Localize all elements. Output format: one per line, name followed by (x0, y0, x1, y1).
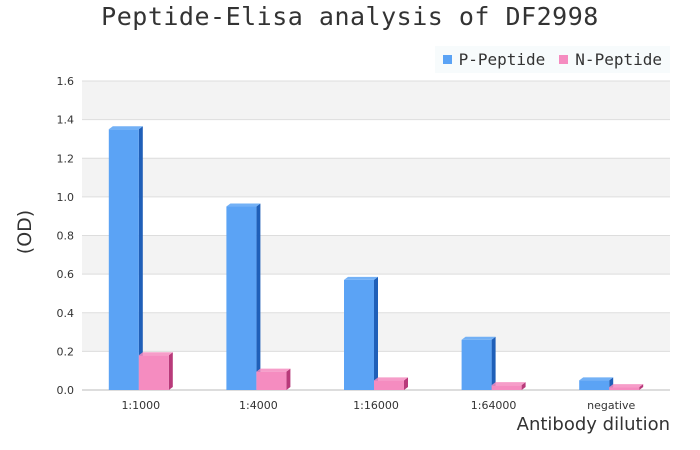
bar-top (579, 377, 614, 381)
bar-side (138, 126, 143, 390)
grid-band (82, 119, 670, 159)
bar-p-peptide-negative (579, 377, 614, 390)
legend-item-p-peptide: P-Peptide (442, 50, 546, 69)
y-axis-ticks: 0.0 0.2 0.4 0.6 0.8 1.0 1.2 1.4 1.6 (57, 75, 75, 397)
bar-side (256, 203, 261, 390)
x-tick-label: 1:4000 (239, 399, 278, 412)
y-tick-label: 0.8 (57, 230, 75, 243)
bar-p-peptide-1:4000 (226, 203, 261, 390)
chart-title: Peptide-Elisa analysis of DF2998 (101, 2, 599, 31)
x-tick-label: negative (587, 399, 635, 412)
y-tick-label: 0.0 (57, 384, 75, 397)
bar-top (609, 384, 644, 388)
bar-p-peptide-1:16000 (344, 276, 378, 390)
bar-p-peptide-1:1000 (108, 126, 143, 390)
bar-front (226, 206, 257, 390)
bar-side (521, 382, 526, 390)
bar-n-peptide-1:4000 (256, 368, 291, 390)
y-tick-label: 0.6 (57, 268, 75, 281)
bar-p-peptide-1:64000 (461, 336, 496, 390)
bar-n-peptide-1:64000 (491, 382, 526, 390)
legend: P-Peptide N-Peptide (434, 46, 670, 73)
bar-side (404, 377, 408, 390)
legend-swatch-n-peptide (559, 55, 569, 64)
legend-label-p-peptide: P-Peptide (458, 50, 546, 69)
bar-side (491, 336, 496, 390)
y-tick-label: 1.2 (57, 152, 75, 165)
bar-top (374, 377, 408, 381)
bar-front (374, 380, 404, 390)
bar-n-peptide-1:1000 (138, 352, 173, 390)
bar-top (108, 126, 143, 130)
bar-top (491, 382, 526, 386)
bar-front (138, 355, 169, 390)
bar-top (138, 352, 173, 356)
bar-front (609, 387, 640, 390)
grid-band (82, 81, 670, 120)
bar-side (286, 368, 291, 390)
x-tick-label: 1:1000 (121, 399, 160, 412)
bar-n-peptide-negative (609, 384, 644, 390)
y-tick-label: 0.2 (57, 345, 75, 358)
legend-swatch-p-peptide (442, 55, 452, 64)
y-tick-label: 1.6 (57, 75, 75, 88)
bar-front (344, 279, 374, 390)
legend-item-n-peptide: N-Peptide (559, 50, 662, 69)
bar-top (461, 336, 496, 340)
x-axis-label: Antibody dilution (516, 414, 670, 435)
bar-side (374, 276, 378, 390)
legend-label-n-peptide: N-Peptide (575, 50, 662, 69)
bar-front (461, 339, 492, 390)
bar-top (226, 203, 261, 207)
y-tick-label: 1.0 (57, 191, 75, 204)
bar-front (256, 371, 287, 390)
bar-side (168, 352, 173, 390)
y-tick-label: 0.4 (57, 307, 75, 320)
bar-n-peptide-1:16000 (374, 377, 408, 390)
bar-top (344, 276, 378, 280)
bar-front (579, 380, 610, 390)
grid-band (82, 235, 670, 275)
bars (108, 126, 644, 390)
bar-top (256, 368, 291, 372)
bar-front (491, 385, 522, 390)
x-tick-label: 1:64000 (471, 399, 517, 412)
grid-band (82, 158, 670, 197)
x-tick-label: 1:16000 (353, 399, 399, 412)
x-axis-ticks: 1:1000 1:4000 1:16000 1:64000 negative (121, 399, 635, 412)
y-tick-label: 1.4 (57, 114, 75, 127)
bar-front (108, 129, 139, 390)
grid-band (82, 196, 670, 236)
bar-side (639, 384, 644, 390)
